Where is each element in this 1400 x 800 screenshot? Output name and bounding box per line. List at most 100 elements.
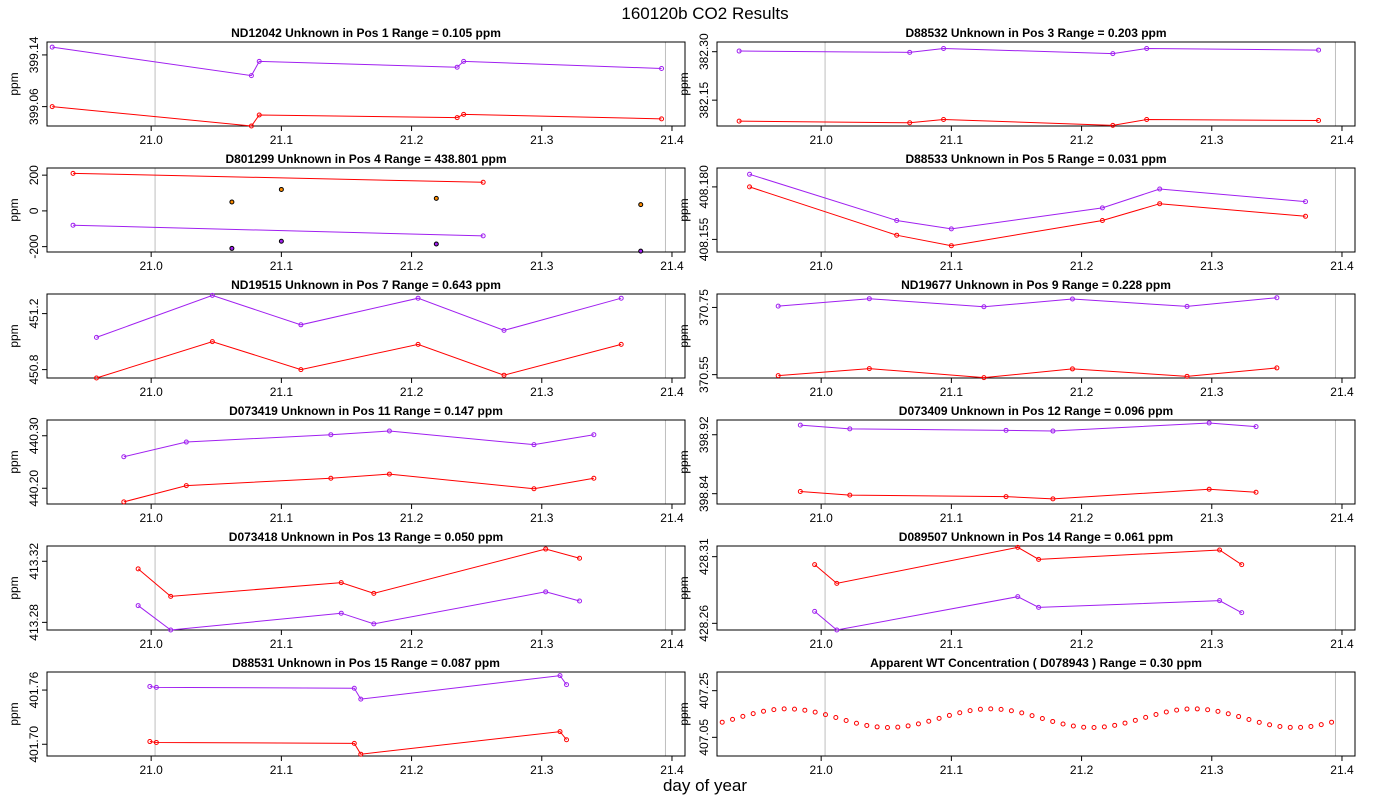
data-point-red [298,367,304,373]
data-point-red [948,243,954,249]
data-point-purple [941,45,947,51]
data-point-purple [1274,295,1280,301]
data-point-wt [740,713,746,719]
data-point-wt [988,706,994,712]
data-point-wt [822,712,828,718]
y-axis-title: ppm [7,450,21,473]
data-point-purple [358,696,364,702]
data-point-wt [761,708,767,714]
data-point-purple [557,673,563,679]
data-point-purple [1099,205,1105,211]
panel-title: D073419 Unknown in Pos 11 Range = 0.147 … [229,404,503,418]
y-axis-title: ppm [677,702,691,725]
data-point-wt [1267,722,1273,728]
data-point-purple [1157,186,1163,192]
data-point-black-orange [278,186,284,192]
chart-panel-2: D88532 Unknown in Pos 3 Range = 0.203 pp… [677,26,1356,147]
panel-title: Apparent WT Concentration ( D078943 ) Ra… [870,656,1202,670]
series-line-purple [739,47,1319,55]
data-point-wt [750,711,756,717]
x-tick-label: 21.0 [139,637,163,651]
chart-panel-6: ND19677 Unknown in Pos 9 Range = 0.228 p… [677,278,1356,399]
chart-panel-5: ND19515 Unknown in Pos 7 Range = 0.643 p… [7,278,686,399]
data-point-purple [1036,604,1042,610]
data-point-purple [351,685,357,691]
x-tick-label: 21.3 [1200,763,1224,777]
y-axis-title: ppm [7,324,21,347]
data-point-red [480,179,486,185]
plot-area [147,673,570,757]
data-point-purple [1015,594,1021,600]
data-point-purple [93,334,99,340]
data-point-wt [1215,708,1221,714]
data-point-purple [591,432,597,438]
data-point-purple [948,226,954,232]
data-point-wt [833,715,839,721]
x-tick-label: 21.4 [660,511,684,525]
data-point-red [907,120,913,126]
series-line-purple [137,591,580,631]
x-tick-label: 21.3 [1200,259,1224,273]
data-point-red [1003,494,1009,500]
x-tick-label: 21.3 [530,511,554,525]
y-tick-label: 451.2 [27,298,41,328]
data-point-red [1184,373,1190,379]
data-point-wt [1050,718,1056,724]
x-tick-label: 21.0 [139,763,163,777]
data-point-red [543,546,549,552]
plot-frame [716,545,1356,631]
data-point-red [775,373,781,379]
data-point-purple [386,428,392,434]
data-point-wt [1039,716,1045,722]
data-point-purple [70,222,76,228]
y-tick-label: 370.55 [697,356,711,393]
series-line-red [739,119,1319,126]
data-point-purple [981,304,987,310]
x-tick-label: 21.3 [530,133,554,147]
data-point-purple [847,426,853,432]
x-tick-label: 21.1 [940,637,964,651]
data-point-black-purple [638,248,644,254]
x-tick-label: 21.3 [530,259,554,273]
data-point-wt [1008,708,1014,714]
data-point-wt [905,723,911,729]
data-point-purple [1003,427,1009,433]
y-tick-label: 408.180 [697,165,711,209]
y-tick-label: 408.155 [697,217,711,261]
data-point-wt [812,709,818,715]
data-point-wt [1256,719,1262,725]
series-line-red [749,186,1306,247]
x-tick-label: 21.4 [1330,511,1354,525]
plot-frame [46,545,686,631]
data-point-purple [454,64,460,70]
chart-panel-7: D073419 Unknown in Pos 11 Range = 0.147 … [7,404,686,525]
data-point-red [981,375,987,381]
data-point-red [1253,489,1259,495]
data-point-purple [328,432,334,438]
plot-frame [716,41,1356,127]
x-tick-label: 21.2 [1070,385,1094,399]
data-point-wt [792,706,798,712]
plot-area [719,706,1335,731]
panel-title: D073418 Unknown in Pos 13 Range = 0.050 … [229,530,503,544]
data-point-wt [1070,723,1076,729]
figure-title: 160120b CO2 Results [621,4,788,23]
y-axis-title: ppm [677,198,691,221]
data-point-red [501,372,507,378]
series-line-purple [149,675,567,700]
data-point-wt [977,706,983,712]
series-line-red [137,548,580,597]
x-tick-label: 21.2 [400,385,424,399]
plot-frame [46,671,686,757]
data-point-purple [797,422,803,428]
series-line-red [123,473,594,503]
data-point-purple [1184,303,1190,309]
data-point-wt [1122,720,1128,726]
data-point-red [1036,556,1042,562]
panel-title: D073409 Unknown in Pos 12 Range = 0.096 … [899,404,1173,418]
data-point-wt [1194,706,1200,712]
data-point-purple [256,58,262,64]
data-point-red [557,729,563,735]
plot-frame [716,671,1356,757]
data-point-red [147,739,153,745]
